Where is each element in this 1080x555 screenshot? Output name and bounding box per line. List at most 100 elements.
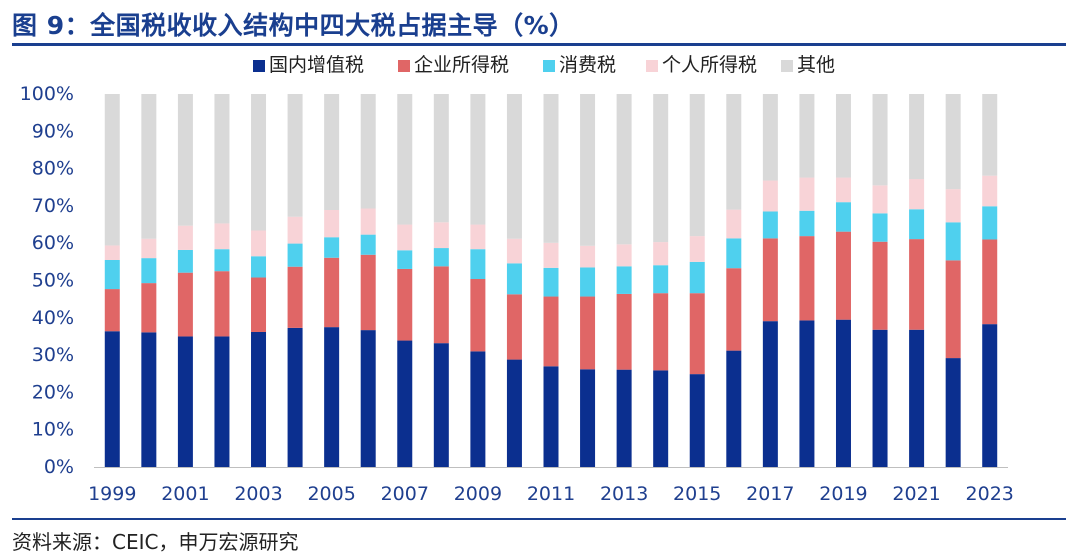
- bar-2014-series-1: [653, 370, 669, 467]
- bar-2011-series-2: [543, 296, 559, 367]
- bar-2007-series-4: [397, 224, 413, 251]
- title-underline: [12, 43, 1066, 46]
- bar-2023-series-2: [982, 239, 998, 325]
- bar-2003-series-2: [251, 277, 267, 332]
- bar-2023-series-4: [982, 175, 998, 207]
- bar-2012-series-5: [580, 94, 596, 246]
- bar-2000-series-1: [141, 332, 157, 467]
- bar-2018-series-2: [799, 236, 815, 321]
- bar-2002-series-5: [214, 94, 230, 224]
- bar-2023-series-5: [982, 94, 998, 176]
- bar-2012-series-3: [580, 267, 596, 297]
- bar-2011-series-3: [543, 267, 559, 297]
- bar-2006-series-1: [360, 330, 376, 467]
- chart-title: 图 9：全国税收收入结构中四大税占据主导（%）: [12, 11, 575, 40]
- bar-2013-series-4: [616, 244, 632, 267]
- x-tick-label: 2023: [966, 483, 1014, 505]
- bar-2001-series-5: [177, 94, 193, 226]
- bar-2005-series-5: [324, 94, 340, 210]
- bar-2019-series-3: [835, 202, 851, 232]
- bar-2012-series-4: [580, 245, 596, 268]
- x-tick-label: 2009: [454, 483, 502, 505]
- bar-2022-series-3: [945, 222, 961, 261]
- y-tick-label: 100%: [20, 83, 74, 105]
- bar-2003-series-4: [251, 230, 267, 257]
- bar-2014-series-4: [653, 242, 669, 266]
- bar-2012-series-2: [580, 296, 596, 370]
- bar-2011-series-4: [543, 242, 559, 268]
- bar-1999-series-1: [104, 331, 120, 467]
- x-tick-label: 2019: [819, 483, 867, 505]
- bar-1999-series-5: [104, 94, 120, 246]
- legend-label-1: 国内增值税: [269, 54, 364, 76]
- bar-2011-series-5: [543, 94, 559, 243]
- bar-2015-series-1: [689, 374, 705, 467]
- bar-2021-series-4: [909, 179, 925, 210]
- bar-2009-series-5: [470, 94, 486, 225]
- bar-2010-series-4: [506, 238, 522, 264]
- bar-2009-series-1: [470, 351, 486, 467]
- y-tick-label: 0%: [44, 456, 74, 478]
- bar-2017-series-3: [762, 211, 778, 239]
- bar-2003-series-3: [251, 256, 267, 278]
- bar-2016-series-1: [726, 350, 742, 467]
- bar-2008-series-4: [433, 222, 449, 249]
- bar-2007-series-1: [397, 340, 413, 467]
- bar-2014-series-5: [653, 94, 669, 243]
- bar-2009-series-4: [470, 224, 486, 250]
- legend-label-5: 其他: [797, 54, 835, 76]
- bar-2008-series-2: [433, 266, 449, 344]
- bar-2006-series-3: [360, 234, 376, 255]
- bar-2004-series-1: [287, 327, 303, 467]
- y-tick-label: 30%: [32, 344, 74, 366]
- bar-2000-series-5: [141, 94, 157, 239]
- bar-2015-series-4: [689, 236, 705, 262]
- x-tick-label: 2017: [746, 483, 794, 505]
- bar-2004-series-2: [287, 266, 303, 328]
- bar-2021-series-1: [909, 329, 925, 467]
- legend-label-2: 企业所得税: [414, 54, 509, 76]
- bar-2010-series-5: [506, 94, 522, 239]
- bar-2003-series-1: [251, 331, 267, 467]
- bar-2001-series-3: [177, 249, 193, 273]
- bar-2005-series-3: [324, 237, 340, 258]
- bar-2002-series-4: [214, 223, 230, 250]
- y-tick-label: 50%: [32, 270, 74, 292]
- bar-2018-series-1: [799, 320, 815, 467]
- source-note: 资料来源：CEIC，申万宏源研究: [12, 530, 299, 554]
- y-tick-label: 70%: [32, 195, 74, 217]
- bar-2017-series-1: [762, 321, 778, 467]
- x-tick-label: 1999: [88, 483, 136, 505]
- legend-label-3: 消费税: [559, 54, 616, 76]
- bar-2000-series-4: [141, 238, 157, 259]
- bar-2022-series-4: [945, 189, 961, 223]
- x-tick-label: 2007: [381, 483, 429, 505]
- bar-2010-series-2: [506, 294, 522, 360]
- bar-1999-series-3: [104, 259, 120, 290]
- legend-label-4: 个人所得税: [662, 54, 757, 76]
- legend-swatch-3: [543, 60, 555, 72]
- bar-2002-series-1: [214, 336, 230, 467]
- bar-2016-series-3: [726, 238, 742, 269]
- stacked-bar-chart: 国内增值税 企业所得税 消费税 个人所得税 其他 0% 10% 20% 30% 40% 50% 60%…: [20, 54, 1014, 505]
- bar-2000-series-3: [141, 258, 157, 284]
- bar-2015-series-5: [689, 94, 705, 237]
- y-tick-label: 90%: [32, 120, 74, 142]
- x-tick-label: 2015: [673, 483, 721, 505]
- x-tick-label: 2005: [307, 483, 355, 505]
- bar-2013-series-5: [616, 94, 632, 245]
- bar-2005-series-2: [324, 257, 340, 328]
- bar-2006-series-5: [360, 94, 376, 209]
- y-tick-label: 20%: [32, 381, 74, 403]
- bar-2017-series-5: [762, 94, 778, 181]
- bar-2020-series-1: [872, 329, 888, 467]
- bar-2008-series-5: [433, 94, 449, 223]
- bar-2007-series-2: [397, 268, 413, 341]
- bar-2011-series-1: [543, 366, 559, 467]
- x-tick-label: 2001: [161, 483, 209, 505]
- bar-2018-series-3: [799, 210, 815, 237]
- bar-2004-series-4: [287, 216, 303, 244]
- bar-2001-series-4: [177, 225, 193, 250]
- bar-2005-series-1: [324, 327, 340, 468]
- bar-2015-series-3: [689, 261, 705, 294]
